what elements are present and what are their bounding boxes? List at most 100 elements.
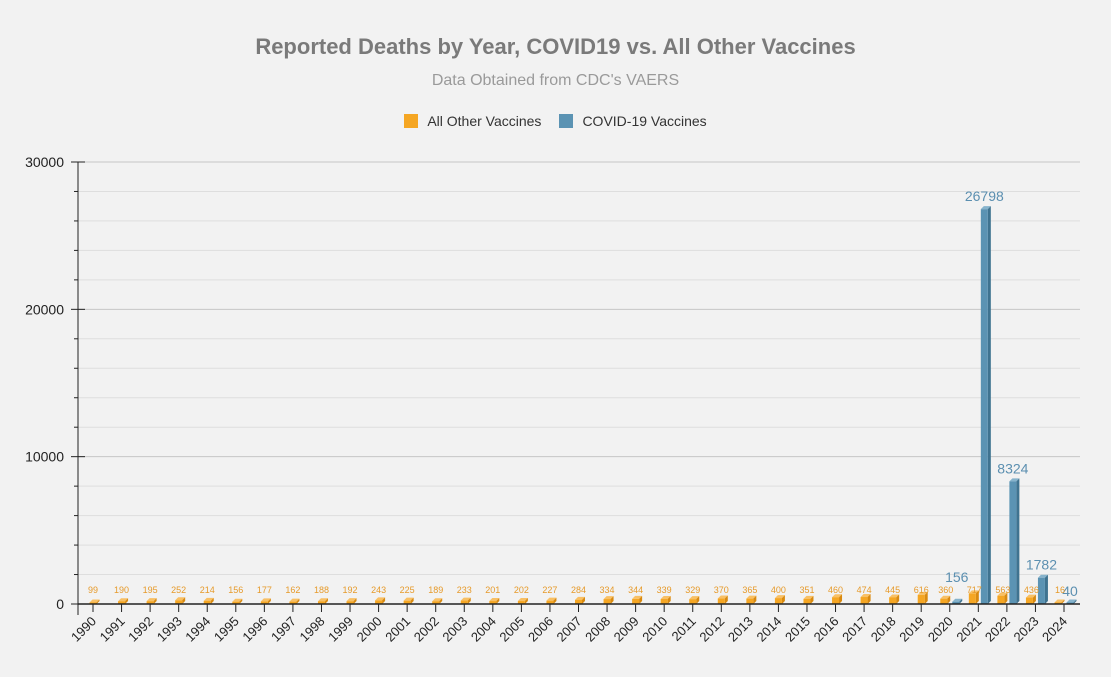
bar-other (968, 593, 976, 604)
x-tick-label: 1999 (325, 614, 356, 645)
bar-other-side (810, 595, 814, 604)
x-tick-label: 2011 (668, 614, 698, 644)
data-label-other: 252 (171, 585, 186, 595)
bar-other-side (696, 596, 700, 604)
data-label-other: 195 (143, 585, 158, 595)
x-tick-label: 2001 (382, 614, 413, 645)
bar-other-top (317, 598, 328, 602)
data-label-other: 436 (1024, 585, 1039, 595)
bar-other (746, 598, 754, 604)
bar-other-side (296, 598, 300, 604)
data-label-other: 616 (914, 585, 929, 595)
bar-other-top (603, 596, 614, 600)
bar-other-top (118, 598, 129, 602)
data-label-covid: 156 (945, 569, 969, 585)
bar-covid (1037, 577, 1045, 604)
bar-other-top (746, 595, 757, 599)
data-label-other: 16 (1055, 585, 1065, 595)
bar-other (346, 601, 354, 604)
data-label-other: 201 (485, 585, 500, 595)
bar-other-top (860, 594, 871, 598)
bar-other-top (146, 598, 157, 602)
bar-other-top (968, 590, 979, 594)
x-tick-label: 2023 (1011, 614, 1042, 645)
x-tick-label: 1990 (68, 614, 99, 645)
bar-other-side (781, 595, 785, 604)
bar-other (632, 598, 640, 604)
data-label-other: 365 (742, 585, 757, 595)
bar-covid (980, 209, 988, 604)
bar-other-side (947, 595, 951, 604)
x-tick-label: 2017 (839, 614, 870, 645)
x-tick-label: 2024 (1039, 614, 1070, 645)
bar-other (175, 600, 183, 604)
bar-other-side (867, 594, 871, 604)
legend-label-covid: COVID-19 Vaccines (582, 113, 707, 129)
bar-other-top (717, 595, 728, 599)
data-label-other: 156 (228, 585, 243, 595)
x-tick-label: 1992 (125, 614, 156, 645)
bar-other (203, 600, 211, 604)
data-label-other: 344 (628, 585, 643, 595)
legend-item-covid[interactable]: COVID-19 Vaccines (559, 113, 707, 129)
legend-swatch-other (404, 114, 419, 128)
data-label-other: 233 (457, 585, 472, 595)
bar-other-top (260, 598, 271, 602)
bar-other (289, 601, 297, 604)
bar-other (460, 600, 468, 604)
bar-other (575, 599, 582, 604)
bar-other-side (153, 598, 157, 604)
bar-other (517, 601, 525, 604)
bar-other-top (940, 595, 951, 599)
bar-other-side (439, 598, 443, 604)
x-tick-label: 2022 (982, 614, 1013, 645)
data-label-other: 329 (685, 585, 700, 595)
x-tick-label: 2012 (696, 614, 727, 645)
x-tick-label: 1997 (268, 614, 299, 645)
bar-covid-side (1016, 478, 1020, 604)
data-label-other: 190 (114, 585, 129, 595)
legend-label-other: All Other Vaccines (427, 113, 542, 129)
bar-other-top (1025, 594, 1036, 598)
x-tick-label: 2000 (354, 614, 385, 645)
bar-other (403, 600, 411, 604)
bar-covid-side (987, 206, 991, 604)
x-tick-label: 1991 (97, 614, 128, 645)
bar-other-top (632, 595, 643, 599)
bar-other-side (353, 598, 357, 604)
bar-other-top (375, 597, 386, 601)
legend-item-other[interactable]: All Other Vaccines (404, 113, 541, 129)
bar-covid-side (1073, 599, 1077, 604)
y-tick-label: 30000 (25, 154, 64, 170)
bar-other (1025, 597, 1033, 604)
bar-other (260, 601, 268, 604)
data-label-other: 177 (257, 585, 272, 595)
bar-other-side (467, 597, 471, 604)
bar-other-side (896, 594, 900, 604)
bar-other-top (546, 597, 557, 601)
bar-other-top (289, 598, 300, 602)
x-tick-label: 1993 (154, 614, 185, 645)
bar-other (997, 595, 1005, 604)
bar-other (317, 601, 325, 604)
data-label-covid: 26798 (965, 188, 1004, 204)
data-label-other: 400 (771, 585, 786, 595)
data-label-covid: 1782 (1026, 557, 1057, 573)
bar-other-top (774, 595, 785, 599)
bar-covid-top (1009, 478, 1020, 482)
x-tick-label: 2020 (925, 614, 956, 645)
bar-other-top (575, 596, 585, 600)
x-tick-label: 2021 (953, 614, 984, 645)
bar-other-side (839, 594, 843, 604)
data-label-other: 162 (285, 585, 300, 595)
bar-other-top (203, 597, 214, 601)
legend-swatch-covid (559, 114, 574, 128)
data-label-other: 189 (428, 585, 443, 595)
bar-covid-top (1066, 599, 1077, 603)
bar-other (860, 597, 868, 604)
chart-title: Reported Deaths by Year, COVID19 vs. All… (255, 34, 856, 59)
y-tick-label: 10000 (25, 449, 64, 465)
x-tick-label: 2003 (439, 614, 470, 645)
bar-other-top (517, 598, 528, 602)
data-label-other: 351 (799, 585, 814, 595)
